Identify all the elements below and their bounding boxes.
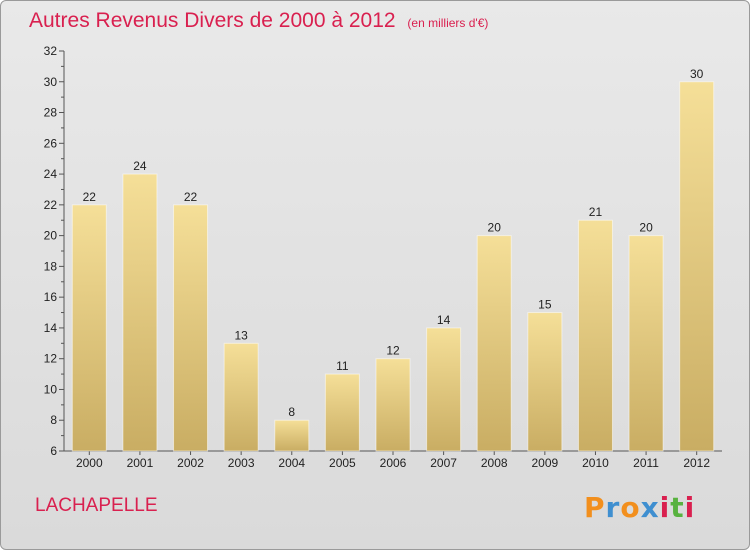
x-tick-label: 2003 [228,456,255,470]
y-tick-label: 6 [50,444,57,458]
bar-2001 [122,173,158,452]
brand-letter: r [605,491,621,524]
bar-value-label: 22 [83,190,97,204]
bar-value-label: 20 [639,221,653,235]
x-tick-label: 2002 [177,456,204,470]
brand-letter: t [670,491,685,524]
brand-letter: x [640,491,660,524]
x-tick-label: 2011 [633,456,659,470]
bar-value-label: 12 [386,344,400,358]
y-tick-label: 8 [50,413,57,427]
bar-2008 [476,235,512,452]
bar-2002 [173,204,209,452]
y-tick-label: 14 [44,321,58,335]
y-tick-label: 18 [44,259,58,273]
bar-2009 [527,312,563,452]
bar-value-label: 14 [437,313,451,327]
y-tick-label: 20 [44,229,58,243]
bar-value-label: 24 [133,159,147,173]
brand-letter: o [620,491,641,524]
x-tick-label: 2005 [329,456,356,470]
bar-value-label: 30 [690,67,704,81]
bar-2007 [426,327,462,452]
bar-2004 [274,419,310,452]
bar-value-label: 21 [589,205,603,219]
x-tick-label: 2009 [531,456,558,470]
bar-value-label: 20 [488,221,502,235]
bar-2011 [628,235,664,452]
bar-value-label: 11 [336,359,349,373]
bar-2000 [71,204,107,452]
y-tick-label: 12 [44,352,58,366]
y-tick-label: 28 [44,106,58,120]
bar-value-label: 22 [184,190,198,204]
bar-value-label: 15 [538,298,552,312]
x-tick-label: 2001 [127,456,154,470]
brand-letter: i [659,491,671,524]
y-tick-label: 16 [44,290,58,304]
place-name: LACHAPELLE [35,495,158,516]
x-tick-label: 2000 [76,456,103,470]
bar-2003 [223,342,259,452]
chart-subtitle: (en milliers d'€) [407,16,489,30]
x-tick-label: 2012 [683,456,710,470]
bar-2005 [324,373,360,452]
y-tick-label: 10 [44,382,58,396]
brand-letter: P [584,491,606,524]
y-tick-label: 32 [44,44,58,58]
y-tick-label: 24 [44,167,58,181]
x-tick-label: 2006 [380,456,407,470]
x-tick-label: 2008 [481,456,508,470]
bar-value-label: 13 [234,328,248,342]
chart-title: Autres Revenus Divers de 2000 à 2012 (en… [29,9,488,33]
y-tick-label: 22 [44,198,58,212]
y-tick-label: 26 [44,136,58,150]
x-tick-label: 2010 [582,456,609,470]
brand-logo: Proxiti [584,491,695,524]
y-tick-label: 30 [44,75,58,89]
bars: 22 24 22 13 8 11 12 14 20 15 21 20 30 [71,67,715,452]
x-tick-label: 2007 [430,456,457,470]
bar-value-label: 8 [288,405,295,419]
chart-title-text: Autres Revenus Divers de 2000 à 2012 [29,9,396,32]
bar-2012 [679,81,715,452]
bar-2010 [577,219,613,452]
x-tick-label: 2004 [278,456,305,470]
bar-2006 [375,358,411,452]
brand-letter: i [684,491,696,524]
